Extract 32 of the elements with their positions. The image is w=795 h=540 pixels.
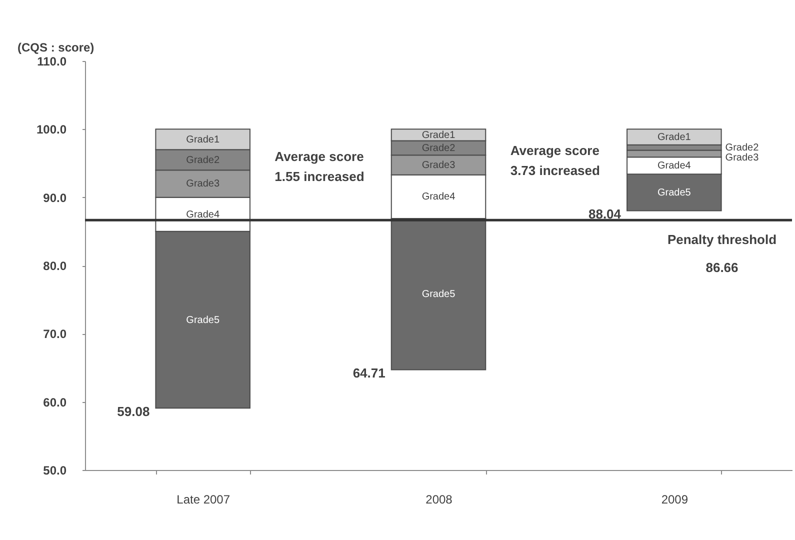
text: Grade1 (657, 132, 691, 144)
x-tick-label: 2008 (426, 492, 453, 506)
y-tick-label: 110.0 (37, 54, 67, 68)
series-label: Grade4 (657, 160, 692, 172)
y-tick-label: 100.0 (36, 122, 67, 137)
y-tick-label: 50.0 (43, 464, 67, 478)
text: Grade5 (186, 314, 220, 326)
series-label: Grade2 (422, 142, 456, 154)
series-label: Grade5 (657, 187, 692, 198)
y-tick-label: 70.0 (43, 327, 67, 342)
annotation: 59.08 (117, 404, 150, 420)
series-label: Grade3 (422, 160, 456, 171)
annotation: Average score 3.73 increased (510, 143, 600, 178)
annotation: Average score 1.55 increased (274, 149, 364, 184)
y-tick-label: 80.0 (43, 259, 67, 273)
series-label: Grade1 (422, 130, 456, 142)
x-tick-label: 2009 (661, 492, 688, 506)
annotation: 88.04 (588, 206, 622, 222)
text: Grade2 (725, 142, 759, 154)
text: Grade4 (186, 209, 220, 220)
y-tick-label: 90.0 (43, 190, 67, 205)
ref-line-label: Penalty threshold 86.66 (667, 232, 777, 276)
x-tick-label: Late 2007 (176, 492, 230, 506)
text: Grade3 (186, 178, 220, 190)
text: Grade2 (186, 154, 220, 166)
text: Grade4 (422, 192, 456, 203)
text: Grade1 (186, 134, 220, 146)
annotation: 64.71 (352, 366, 386, 381)
y-axis-title: (CQS : score) (18, 40, 94, 54)
text: Grade5 (422, 289, 456, 300)
y-tick-label: 60.0 (43, 395, 67, 410)
text: Grade3 (725, 152, 759, 164)
